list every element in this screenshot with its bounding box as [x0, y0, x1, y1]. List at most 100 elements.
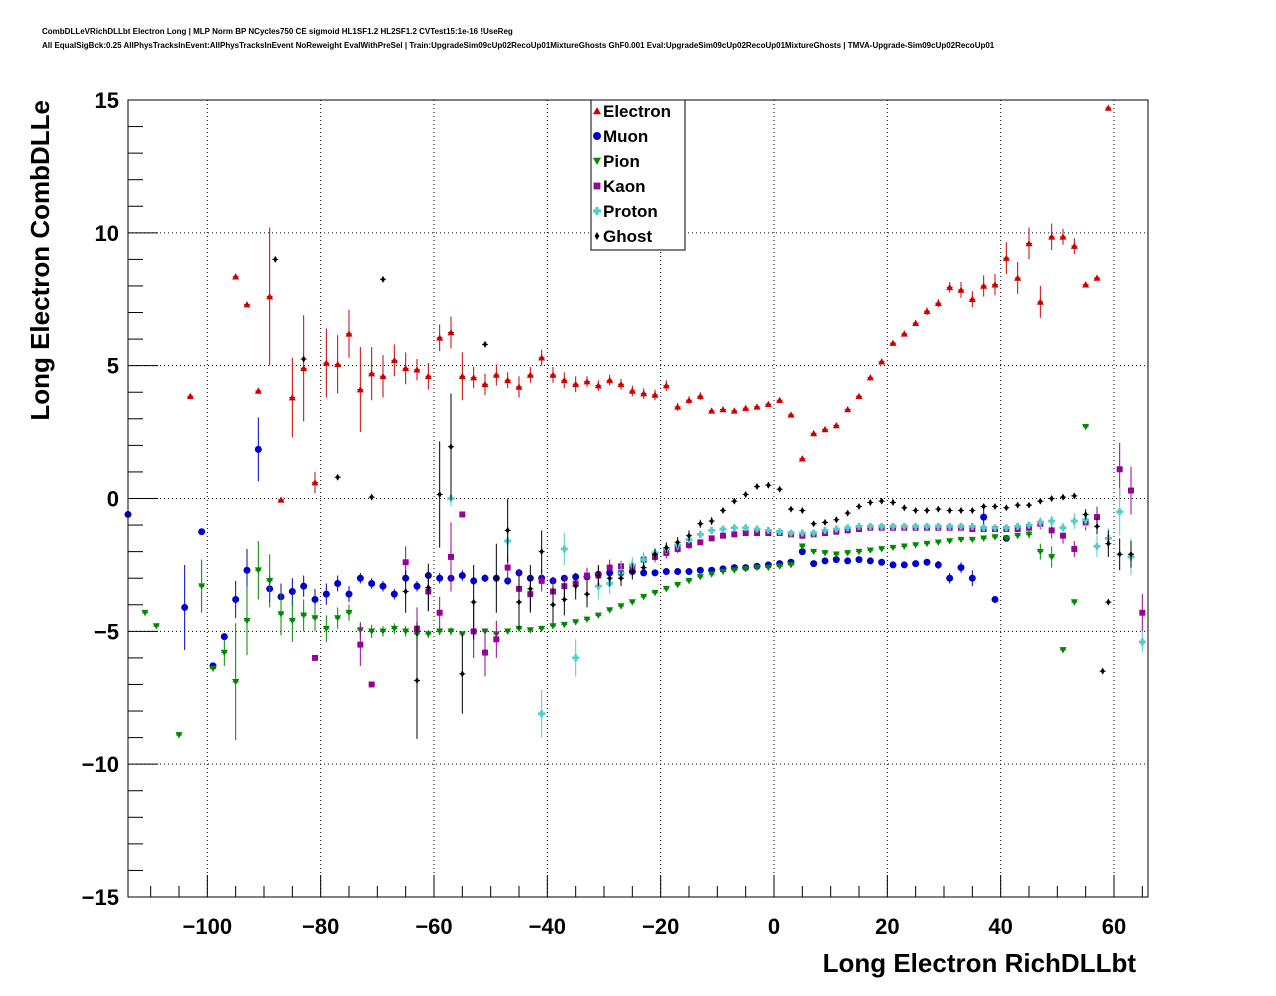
data-point	[1036, 548, 1044, 556]
data-point-group	[730, 524, 738, 532]
data-point-group	[266, 227, 274, 366]
data-point	[1100, 667, 1105, 675]
data-point-group	[810, 429, 818, 437]
data-point-group	[481, 373, 489, 395]
data-point	[593, 182, 601, 190]
data-point-group	[866, 522, 874, 530]
data-point	[1038, 497, 1043, 505]
data-point-group	[674, 537, 681, 548]
data-point	[866, 547, 874, 554]
data-point-group	[946, 281, 954, 293]
data-point	[334, 360, 342, 368]
data-point	[902, 504, 907, 512]
data-point	[675, 538, 680, 546]
data-point	[923, 522, 931, 530]
series-electron	[186, 104, 1112, 503]
data-point	[720, 506, 726, 514]
data-point	[504, 564, 511, 571]
legend-item-proton: Proton	[593, 202, 658, 221]
data-point-group	[356, 572, 364, 584]
data-point	[832, 525, 840, 533]
data-point-group	[652, 548, 658, 560]
data-point	[832, 421, 840, 429]
data-point-group	[991, 274, 999, 296]
data-point-group	[1059, 647, 1067, 654]
data-point	[413, 582, 421, 590]
data-point-group	[606, 570, 613, 587]
data-point	[934, 561, 942, 569]
legend-label: Ghost	[603, 227, 652, 246]
data-point-group	[368, 493, 375, 501]
data-point-group	[232, 580, 240, 619]
data-point	[1025, 239, 1033, 247]
data-point-group	[560, 621, 568, 629]
data-point	[730, 567, 738, 574]
data-point-group	[640, 388, 648, 399]
data-point	[696, 574, 704, 581]
data-point-group	[866, 557, 874, 565]
data-point-group	[254, 387, 262, 394]
data-point-group	[946, 522, 954, 530]
legend-label: Pion	[603, 152, 640, 171]
data-point-group	[1105, 530, 1112, 557]
data-point	[810, 429, 818, 437]
data-point-group	[696, 530, 704, 539]
data-point-group	[402, 626, 410, 637]
data-point	[458, 372, 466, 380]
data-point	[798, 543, 806, 550]
data-point-group	[311, 471, 319, 494]
data-point	[709, 517, 714, 525]
data-point	[617, 380, 625, 388]
data-point-group	[844, 406, 852, 413]
data-point	[753, 525, 761, 533]
data-point-group	[923, 558, 931, 566]
data-point-group	[1014, 262, 1022, 294]
data-point-group	[1014, 522, 1022, 530]
data-point-group	[1037, 497, 1044, 505]
data-point	[593, 132, 601, 140]
data-point-group	[900, 522, 908, 530]
data-point	[889, 522, 897, 530]
data-point-group	[742, 566, 750, 573]
legend-label: Muon	[603, 127, 648, 146]
data-point	[470, 374, 478, 381]
data-point	[560, 621, 568, 629]
data-point-group	[832, 421, 840, 429]
data-point-group	[754, 483, 760, 491]
data-point-group	[844, 509, 851, 517]
data-point	[1060, 493, 1066, 501]
data-point-group	[470, 366, 478, 389]
data-point-group	[935, 505, 942, 513]
data-point	[913, 506, 918, 514]
data-point-group	[1002, 242, 1010, 275]
data-point	[175, 732, 183, 739]
data-point-group	[458, 570, 466, 581]
data-point-group	[731, 497, 738, 505]
data-point	[696, 530, 704, 538]
data-point-group	[379, 355, 387, 398]
data-point-group	[924, 506, 930, 514]
data-point	[630, 568, 635, 576]
data-point-group	[810, 560, 818, 568]
data-point-group	[992, 502, 998, 510]
legend-item-kaon: Kaon	[593, 177, 646, 196]
data-point-group	[822, 518, 828, 526]
data-point-group	[640, 593, 648, 601]
data-point-group	[379, 580, 387, 592]
data-point-group	[345, 586, 353, 603]
data-point	[1070, 242, 1078, 249]
data-point-group	[890, 498, 896, 506]
data-point	[390, 590, 398, 598]
data-point	[697, 539, 704, 546]
data-point	[345, 609, 353, 617]
data-point-group	[696, 392, 704, 401]
data-point-group	[878, 358, 886, 365]
data-point-group	[618, 570, 624, 587]
data-point	[334, 580, 342, 588]
data-point	[254, 567, 262, 574]
data-point	[923, 540, 931, 548]
data-point-group	[447, 316, 455, 349]
data-point	[288, 587, 296, 595]
data-point-group	[584, 567, 590, 584]
data-point-group	[345, 604, 353, 621]
